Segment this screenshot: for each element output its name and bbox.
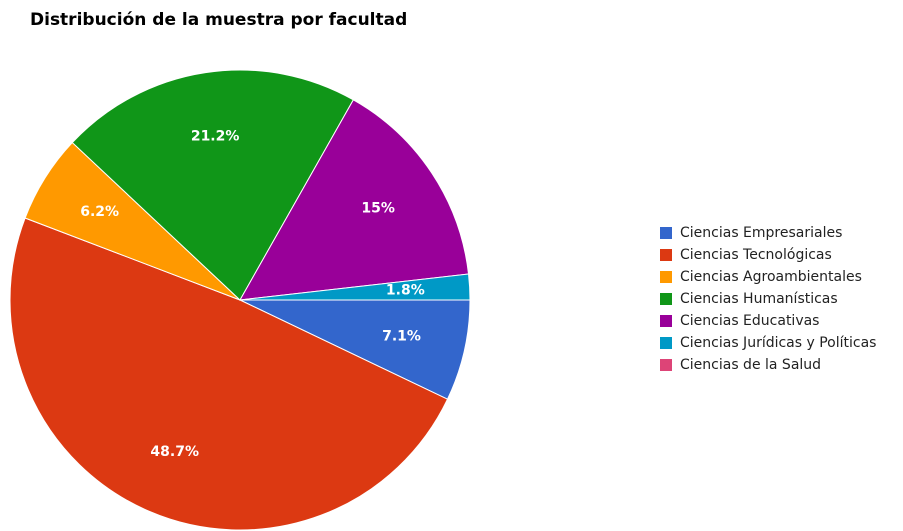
pie-slice bbox=[239, 273, 471, 301]
legend-swatch bbox=[660, 271, 672, 283]
pie-slice bbox=[239, 299, 471, 400]
legend-swatch bbox=[660, 359, 672, 371]
legend-swatch bbox=[660, 249, 672, 261]
legend-swatch bbox=[660, 315, 672, 327]
slice-label: 6.2% bbox=[80, 204, 119, 220]
legend-text: Ciencias Humanísticas bbox=[680, 291, 838, 307]
legend-text: Ciencias Jurídicas y Políticas bbox=[680, 335, 876, 351]
slice-label: 48.7% bbox=[150, 444, 199, 460]
legend-swatch bbox=[660, 227, 672, 239]
legend-text: Ciencias Agroambientales bbox=[680, 269, 862, 285]
legend-text: Ciencias Empresariales bbox=[680, 225, 842, 241]
legend-swatch bbox=[660, 293, 672, 305]
chart-title: Distribución de la muestra por facultad bbox=[30, 10, 407, 30]
slice-label: 15% bbox=[361, 201, 395, 217]
pie-slice bbox=[9, 217, 449, 531]
legend-text: Ciencias Tecnológicas bbox=[680, 247, 832, 263]
legend-swatch bbox=[660, 337, 672, 349]
legend-text: Ciencias de la Salud bbox=[680, 357, 821, 373]
slice-label: 1.8% bbox=[386, 283, 425, 299]
pie-slice bbox=[71, 69, 355, 301]
slice-label: 21.2% bbox=[191, 128, 240, 144]
slice-label: 7.1% bbox=[382, 329, 421, 345]
pie-slice bbox=[239, 99, 470, 301]
legend-text: Ciencias Educativas bbox=[680, 313, 819, 329]
